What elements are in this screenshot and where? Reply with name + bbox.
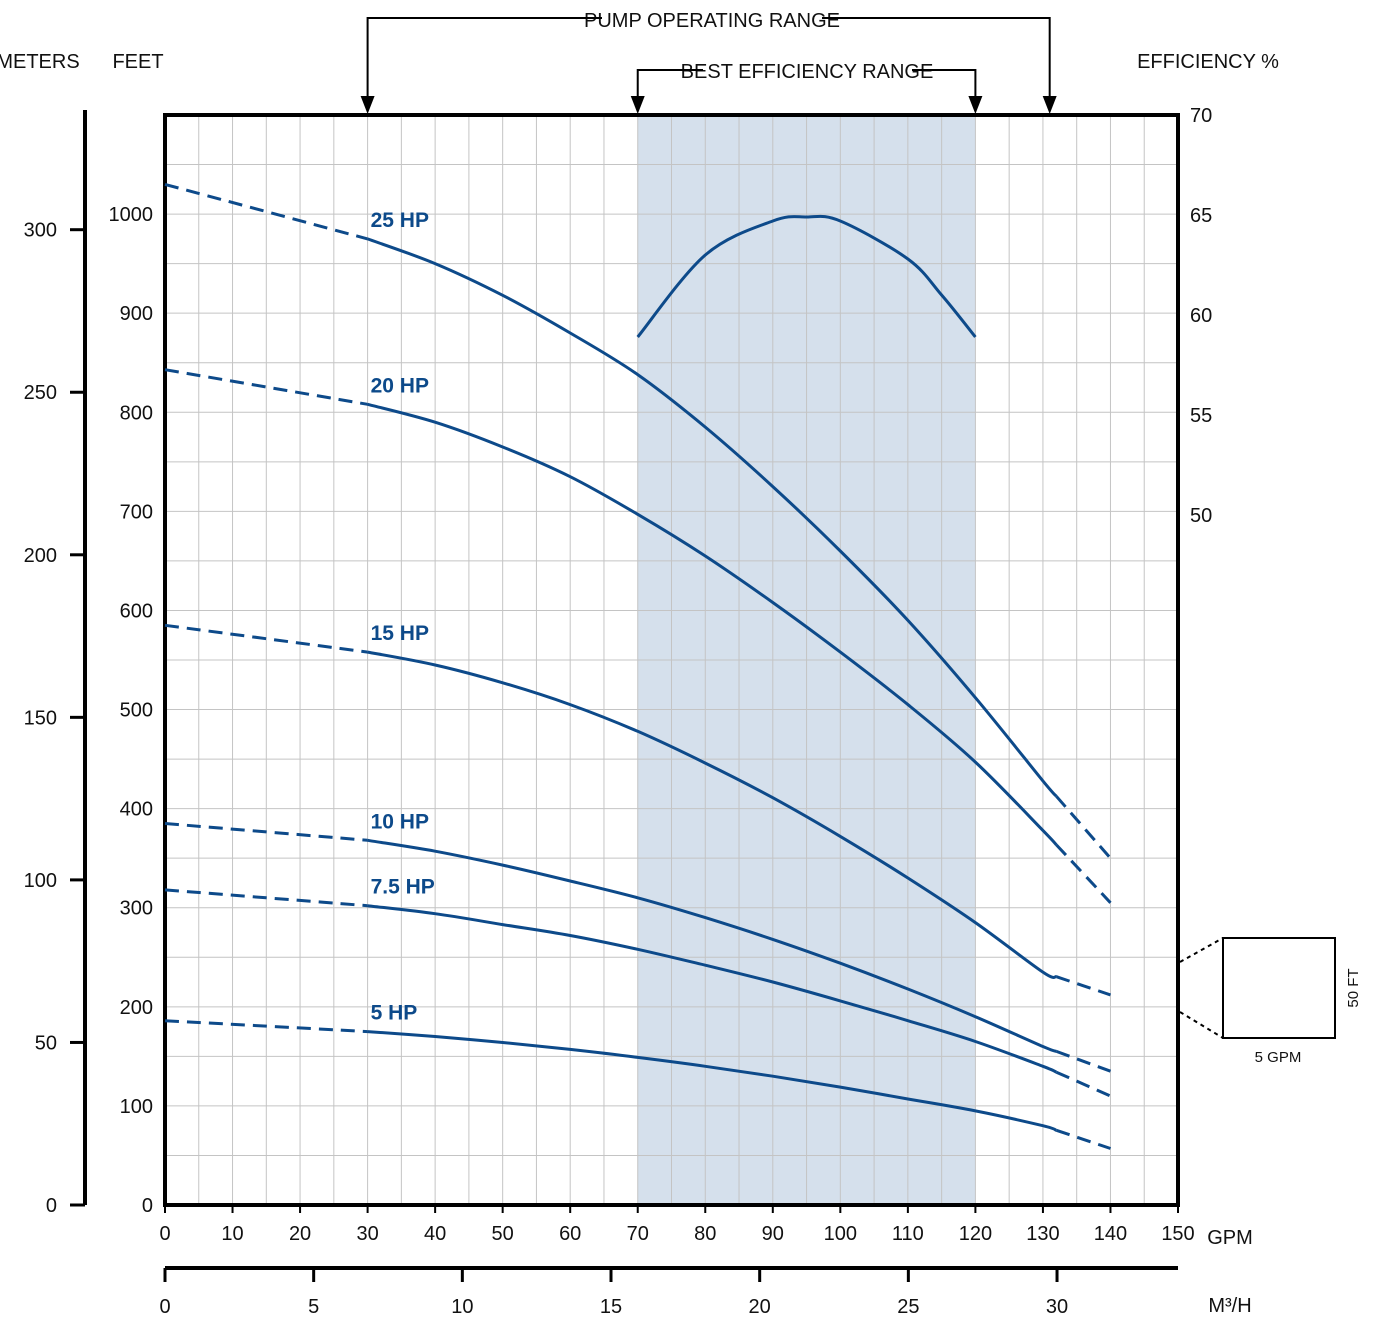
- curve-label-25-hp: 25 HP: [371, 209, 429, 232]
- x-tick-label: 20: [289, 1223, 311, 1245]
- m3h-tick-label: 30: [1046, 1296, 1068, 1318]
- x-tick-label: 70: [627, 1223, 649, 1245]
- curve-layer: 25 HP 20 HP 15 HP 10 HP 7.5 HP 5 HP: [164, 182, 1112, 1150]
- plot-frame-layer: [163, 113, 1180, 1207]
- operating-range-bracket-left: [366, 17, 602, 100]
- curve-7-5-hp-dashed-start: [164, 888, 368, 908]
- m3h-tick-label: 15: [600, 1296, 622, 1318]
- efficiency-tick-label: 65: [1190, 205, 1212, 227]
- efficiency-tick-label: 50: [1190, 505, 1212, 527]
- best-efficiency-arrow-right: [968, 96, 983, 114]
- feet-tick-label: 400: [120, 799, 153, 821]
- curve-label-7-5-hp: 7.5 HP: [371, 876, 435, 899]
- x-tick-label: 110: [892, 1223, 924, 1245]
- efficiency-axis-label: EFFICIENCY %: [1137, 51, 1279, 73]
- x-tick-label: 30: [356, 1223, 378, 1245]
- curve-label-20-hp: 20 HP: [371, 374, 429, 397]
- feet-tick-label: 300: [120, 898, 153, 920]
- curve-20-hp-dashed-end: [1055, 843, 1112, 904]
- gpm-axis-label: GPM: [1207, 1227, 1253, 1249]
- feet-tick-label: 800: [120, 402, 153, 424]
- operating-range-arrow-left: [360, 96, 375, 114]
- scale-box-height-label: 50 FT: [1345, 968, 1362, 1007]
- meters-axis-label: METERS: [0, 51, 80, 73]
- scale-box: [1222, 937, 1336, 1039]
- curve-5-hp-solid: [367, 1030, 1058, 1132]
- x-tick-label: 50: [492, 1223, 514, 1245]
- curve-5-hp-dashed-end: [1055, 1128, 1111, 1150]
- curve-7-5-hp-solid: [367, 904, 1058, 1074]
- annotation-layer: [360, 17, 1336, 1039]
- curve-20-hp-solid: [367, 402, 1058, 846]
- curve-25-hp-solid: [367, 237, 1058, 798]
- scale-box-width-label: 5 GPM: [1255, 1049, 1302, 1066]
- curve-10-hp-solid: [367, 838, 1057, 1053]
- efficiency-tick-label: 60: [1190, 305, 1212, 327]
- feet-tick-label: 100: [120, 1096, 153, 1118]
- x-tick-label: 130: [1026, 1223, 1059, 1245]
- feet-axis-label: FEET: [112, 51, 163, 73]
- best-efficiency-bracket-left: [636, 69, 703, 100]
- x-tick-label: 0: [159, 1223, 170, 1245]
- x-tick-label: 60: [559, 1223, 581, 1245]
- curve-20-hp-dashed-start: [164, 368, 368, 406]
- meters-tick-label: 0: [46, 1195, 57, 1217]
- x-tick-label: 150: [1161, 1223, 1194, 1245]
- meters-tick-label: 150: [24, 707, 57, 729]
- x-tick-label: 80: [694, 1223, 716, 1245]
- x-tick-label: 120: [959, 1223, 992, 1245]
- feet-tick-label: 600: [120, 600, 153, 622]
- scale-box-leader-bottom: [1179, 1011, 1224, 1039]
- curve-10-hp-dashed-end: [1055, 1049, 1112, 1073]
- m3h-axis-label: M³/H: [1208, 1295, 1251, 1317]
- meters-tick-label: 100: [24, 870, 57, 892]
- operating-range-arrow-right: [1042, 96, 1057, 114]
- x-tick-label: 40: [424, 1223, 446, 1245]
- efficiency-tick-label: 55: [1190, 405, 1212, 427]
- efficiency-tick-label: 70: [1190, 105, 1212, 127]
- m3h-tick-label: 25: [897, 1296, 919, 1318]
- meters-tick-label: 50: [35, 1032, 57, 1054]
- scale-box-leader-top: [1179, 937, 1224, 963]
- x-tick-label: 10: [221, 1223, 243, 1245]
- best-efficiency-arrow-left: [630, 96, 645, 114]
- pump-operating-range-label: PUMP OPERATING RANGE: [584, 10, 840, 32]
- feet-tick-label: 1000: [109, 204, 154, 226]
- meters-tick-label: 300: [24, 220, 57, 242]
- feet-tick-label: 700: [120, 501, 153, 523]
- x-tick-label: 140: [1094, 1223, 1127, 1245]
- curve-label-5-hp: 5 HP: [371, 1002, 418, 1025]
- curve-15-hp-solid: [367, 650, 1057, 980]
- feet-tick-label: 900: [120, 303, 153, 325]
- curve-15-hp-dashed-end: [1055, 975, 1111, 997]
- grid-layer: [165, 115, 1178, 1205]
- operating-range-bracket-right: [822, 17, 1051, 100]
- meters-tick-label: 200: [24, 545, 57, 567]
- best-efficiency-range-label: BEST EFFICIENCY RANGE: [681, 61, 934, 83]
- m3h-tick-label: 10: [451, 1296, 473, 1318]
- m3h-tick-label: 5: [308, 1296, 319, 1318]
- curve-7-5-hp-dashed-end: [1055, 1070, 1112, 1098]
- feet-tick-label: 500: [120, 700, 153, 722]
- x-tick-label: 90: [762, 1223, 784, 1245]
- m3h-tick-label: 0: [159, 1296, 170, 1318]
- m3h-tick-label: 20: [749, 1296, 771, 1318]
- efficiency-curve: [636, 214, 977, 338]
- plot-frame: [163, 113, 1180, 1207]
- feet-tick-label: 0: [142, 1195, 153, 1217]
- curve-15-hp-dashed-start: [164, 623, 368, 654]
- x-tick-label: 100: [824, 1223, 857, 1245]
- curve-5-hp-dashed-start: [164, 1019, 368, 1034]
- curve-label-15-hp: 15 HP: [371, 622, 429, 645]
- curve-label-10-hp: 10 HP: [371, 810, 429, 833]
- best-efficiency-bracket-right: [912, 69, 977, 100]
- feet-tick-label: 200: [120, 997, 153, 1019]
- curve-25-hp-dashed-end: [1055, 795, 1112, 860]
- meters-tick-label: 250: [24, 382, 57, 404]
- curve-10-hp-dashed-start: [164, 822, 368, 842]
